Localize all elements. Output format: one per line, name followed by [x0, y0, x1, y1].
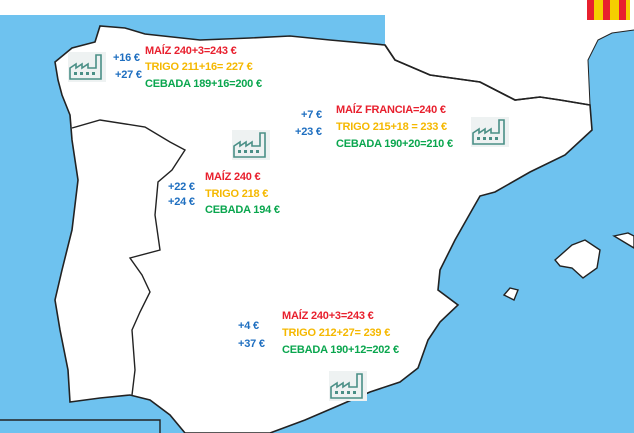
price-trigo-castilla: TRIGO 218 €	[205, 188, 269, 200]
price-trigo-galicia: TRIGO 211+16= 227 €	[145, 61, 253, 73]
factory-icon	[232, 130, 270, 160]
factory-icon	[471, 117, 509, 147]
factory-icon	[329, 371, 367, 401]
price-cebada-ebro: CEBADA 190+20=210 €	[336, 138, 453, 150]
iberia-land	[54, 25, 593, 433]
mallorca	[554, 239, 601, 279]
freight-galicia-1: +16 €	[113, 52, 140, 64]
price-trigo-andalucia: TRIGO 212+27= 239 €	[282, 327, 391, 339]
price-maiz-galicia: MAÍZ 240+3=243 €	[145, 45, 237, 57]
ibiza	[502, 287, 519, 301]
price-trigo-ebro: TRIGO 215+18 = 233 €	[336, 121, 447, 133]
menorca	[612, 232, 634, 249]
freight-castilla-2: +24 €	[168, 196, 195, 208]
flag-icon	[587, 0, 630, 20]
freight-galicia-2: +27 €	[115, 69, 142, 81]
freight-castilla-1: +22 €	[168, 181, 195, 193]
price-maiz-castilla: MAÍZ 240 €	[205, 171, 261, 183]
freight-andalucia-2: +37 €	[238, 338, 265, 350]
price-cebada-andalucia: CEBADA 190+12=202 €	[282, 344, 399, 356]
france-coast	[587, 29, 634, 106]
price-cebada-castilla: CEBADA 194 €	[205, 204, 280, 216]
portugal-border	[71, 119, 187, 396]
freight-ebro-2: +23 €	[295, 126, 322, 138]
france-land	[385, 0, 634, 105]
price-maiz-ebro: MAÍZ FRANCIA=240 €	[336, 104, 446, 116]
factory-icon	[68, 52, 106, 82]
africa-frame	[0, 419, 161, 433]
price-maiz-andalucia: MAÍZ 240+3=243 €	[282, 310, 374, 322]
freight-ebro-1: +7 €	[301, 109, 322, 121]
france-border	[384, 44, 591, 106]
price-cebada-galicia: CEBADA 189+16=200 €	[145, 78, 262, 90]
freight-andalucia-1: +4 €	[238, 320, 259, 332]
